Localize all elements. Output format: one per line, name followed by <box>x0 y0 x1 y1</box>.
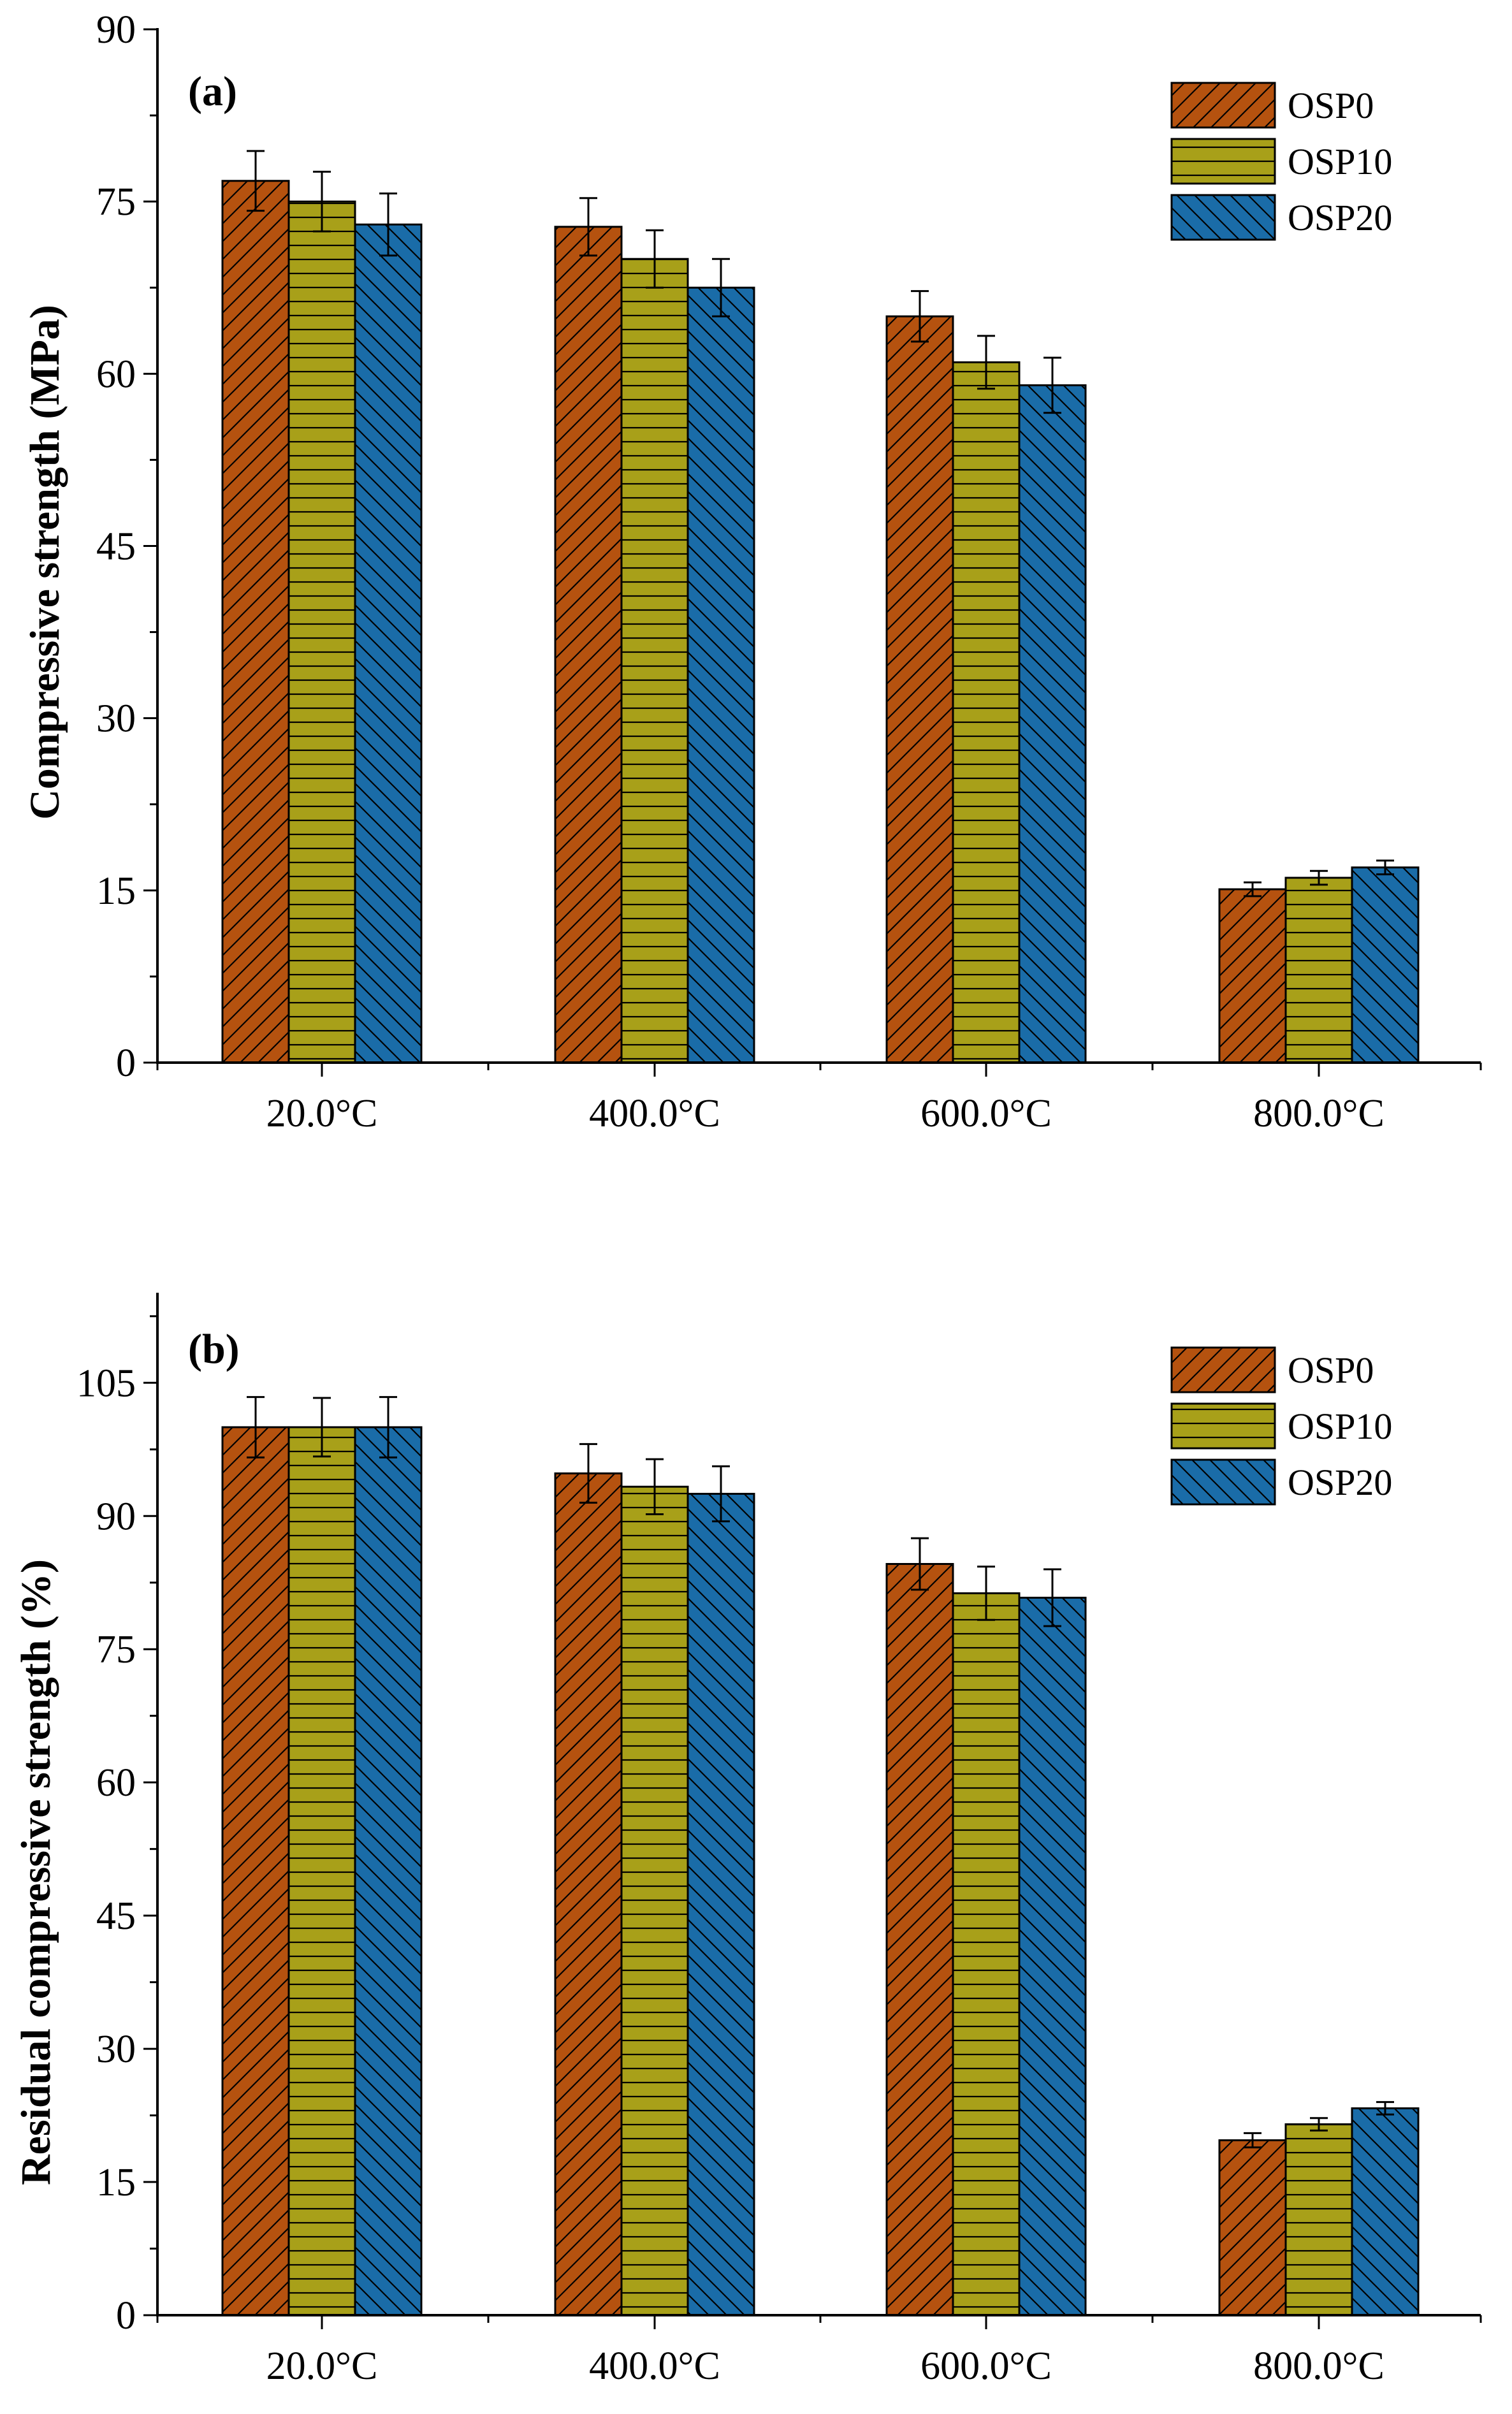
bar-hatch-osp0-0 <box>221 1426 290 2316</box>
y-tick-label: 30 <box>96 2028 136 2071</box>
x-tick-label: 600.0°C <box>920 2345 1052 2388</box>
y-tick-label: 0 <box>116 2294 136 2338</box>
error-bar-group <box>247 1396 1394 2149</box>
chart-panel-a: (a) Compressive strength (MPa) 0 15 30 45 60… <box>22 8 1482 1135</box>
bar-hatch-osp20-0 <box>354 223 423 1064</box>
y-tick-label: 15 <box>96 869 136 913</box>
legend-swatch-hatch <box>1170 138 1276 185</box>
bar-group <box>221 180 1420 1064</box>
bar-hatch-osp20-3 <box>1351 866 1420 1064</box>
y-axis-title: Residual compressive strength (%) <box>13 1559 59 2185</box>
y-tick-label: 45 <box>96 525 136 569</box>
bar-hatch-osp20-2 <box>1018 384 1087 1064</box>
bar-hatch-osp20-2 <box>1018 1596 1087 2316</box>
y-ticks: 0 15 30 45 60 75 90 105 <box>76 1315 157 2338</box>
y-tick-label: 60 <box>96 1761 136 1805</box>
bar-hatch-osp0-1 <box>554 1472 623 2316</box>
x-tick-label: 20.0°C <box>266 1092 378 1135</box>
bar-hatch-osp20-0 <box>354 1426 423 2316</box>
y-axis-title: Compressive strength (MPa) <box>22 305 68 820</box>
x-tick-label: 800.0°C <box>1253 1092 1385 1135</box>
legend-label-osp0: OSP0 <box>1288 85 1374 126</box>
bar-hatch-osp10-2 <box>952 1592 1021 2316</box>
bar-hatch-osp0-2 <box>885 315 954 1064</box>
x-ticks: 20.0°C 400.0°C 600.0°C 800.0°C <box>156 2315 1482 2388</box>
y-tick-label: 105 <box>76 1362 136 1405</box>
legend-label-osp10: OSP10 <box>1288 141 1392 182</box>
legend-swatch-hatch <box>1170 1346 1276 1393</box>
x-tick-label: 20.0°C <box>266 2345 378 2388</box>
bar-hatch-osp10-0 <box>287 200 356 1064</box>
panel-label: (a) <box>188 68 237 115</box>
x-tick-label: 400.0°C <box>589 1092 720 1135</box>
legend-label-osp0: OSP0 <box>1288 1349 1374 1391</box>
bar-hatch-osp20-3 <box>1351 2107 1420 2316</box>
y-tick-label: 75 <box>96 180 136 224</box>
y-tick-label: 15 <box>96 2161 136 2204</box>
error-bar-group <box>247 150 1394 898</box>
legend-swatch-hatch <box>1170 1402 1276 1450</box>
y-tick-label: 0 <box>116 1042 136 1085</box>
legend-swatch-hatch <box>1170 82 1276 129</box>
y-tick-label: 90 <box>96 1495 136 1538</box>
bar-hatch-osp10-3 <box>1284 2123 1353 2316</box>
axes <box>156 1293 1481 2316</box>
x-tick-label: 600.0°C <box>920 1092 1052 1135</box>
x-ticks: 20.0°C 400.0°C 600.0°C 800.0°C <box>156 1063 1482 1135</box>
y-tick-label: 90 <box>96 8 136 52</box>
bar-hatch-osp10-2 <box>952 361 1021 1064</box>
bar-hatch-osp10-1 <box>620 1485 689 2316</box>
legend-label-osp20: OSP20 <box>1288 197 1392 238</box>
legend-swatch-hatch <box>1170 1458 1276 1506</box>
bar-hatch-osp0-3 <box>1218 2139 1287 2316</box>
bar-hatch-osp0-1 <box>554 226 623 1064</box>
x-tick-label: 400.0°C <box>589 2345 720 2388</box>
y-ticks: 0 15 30 45 60 75 90 <box>96 8 157 1085</box>
legend-label-osp20: OSP20 <box>1288 1462 1392 1503</box>
bar-hatch-osp0-0 <box>221 180 290 1064</box>
panel-label: (b) <box>188 1326 240 1372</box>
chart-panel-b: (b) Residual compressive strength (%) 0 1… <box>13 1293 1482 2388</box>
bar-hatch-osp20-1 <box>687 286 755 1064</box>
bar-hatch-osp10-1 <box>620 258 689 1064</box>
y-tick-label: 60 <box>96 353 136 396</box>
bar-hatch-osp10-0 <box>287 1426 356 2316</box>
legend: OSP0 OSP10 OSP20 <box>1170 1346 1392 1506</box>
y-tick-label: 75 <box>96 1628 136 1671</box>
bar-hatch-osp20-1 <box>687 1492 755 2316</box>
bar-hatch-osp0-3 <box>1218 888 1287 1064</box>
bar-group <box>221 1426 1420 2316</box>
legend-swatch-hatch <box>1170 194 1276 241</box>
y-tick-label: 45 <box>96 1894 136 1938</box>
bar-hatch-osp0-2 <box>885 1562 954 2316</box>
y-tick-label: 30 <box>96 697 136 741</box>
legend-label-osp10: OSP10 <box>1288 1406 1392 1447</box>
x-tick-label: 800.0°C <box>1253 2345 1385 2388</box>
legend: OSP0 OSP10 OSP20 <box>1170 82 1392 241</box>
bar-hatch-osp10-3 <box>1284 876 1353 1064</box>
